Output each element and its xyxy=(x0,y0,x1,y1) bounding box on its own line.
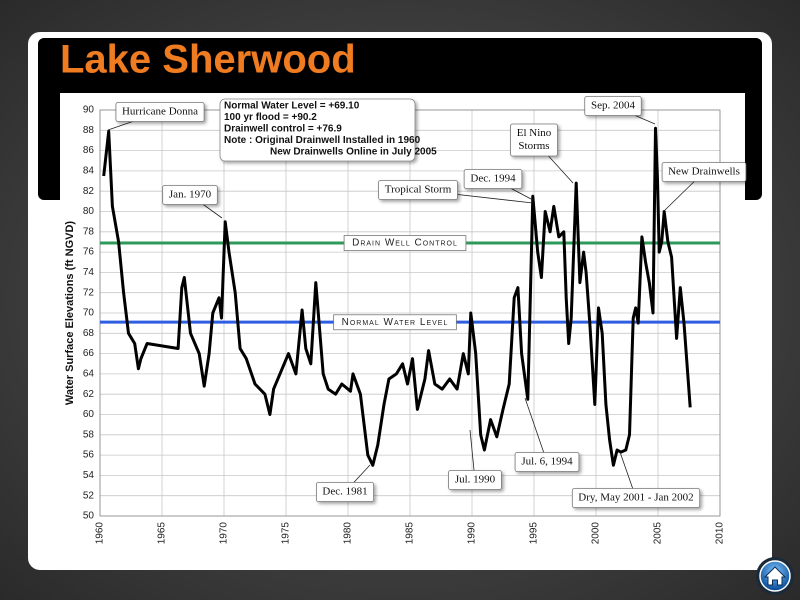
y-tick-label: 60 xyxy=(83,409,95,420)
annotation-text: Tropical Storm xyxy=(385,184,452,196)
y-tick-label: 80 xyxy=(83,206,95,217)
home-icon[interactable] xyxy=(763,566,787,586)
annotation-text: Jul. 1990 xyxy=(455,474,496,486)
reference-label: Normal Water Level xyxy=(342,317,449,328)
reference-label-box xyxy=(333,314,457,331)
annotation-box xyxy=(115,102,205,122)
y-tick-label: 50 xyxy=(83,511,95,522)
slide-title: Lake Sherwood xyxy=(60,38,356,82)
note-line: 100 yr flood = +90.2 xyxy=(224,112,317,123)
annotation-box xyxy=(378,180,458,200)
x-tick-label: 1985 xyxy=(405,522,416,545)
annotation-box xyxy=(661,162,747,182)
annotation-box xyxy=(448,470,502,490)
x-tick-label: 2010 xyxy=(715,522,726,545)
annotation-box xyxy=(162,185,218,205)
y-tick-label: 70 xyxy=(83,308,95,319)
annotation: Jan. 1970 xyxy=(162,185,223,219)
annotation: Jul. 6, 1994 xyxy=(514,397,580,472)
annotation: New Drainwells xyxy=(661,162,747,211)
annotation: Tropical Storm xyxy=(378,180,534,204)
y-tick-label: 72 xyxy=(83,287,95,298)
home-button[interactable] xyxy=(756,557,794,595)
y-tick-label: 84 xyxy=(83,166,95,177)
x-tick-label: 1960 xyxy=(95,522,106,545)
annotation: Dec. 1994 xyxy=(463,169,534,201)
y-tick-label: 68 xyxy=(83,328,95,339)
reference-label-box xyxy=(343,235,467,252)
annotation-text: Dry, May 2001 - Jan 2002 xyxy=(578,492,693,504)
x-tick-label: 1990 xyxy=(467,522,478,545)
annotation-text: Dec. 1981 xyxy=(322,486,367,498)
y-tick-label: 90 xyxy=(83,105,95,116)
annotation-text: El Nino xyxy=(517,127,552,139)
y-tick-label: 74 xyxy=(83,267,95,278)
y-tick-label: 78 xyxy=(83,226,95,237)
y-tick-label: 58 xyxy=(83,429,95,440)
annotation: Sep. 2004 xyxy=(584,96,656,125)
annotation-text: Dec. 1994 xyxy=(470,173,516,185)
y-tick-label: 82 xyxy=(83,186,95,197)
x-tick-label: 1995 xyxy=(529,522,540,545)
annotation-text: Hurricane Donna xyxy=(122,106,198,118)
y-tick-label: 56 xyxy=(83,450,95,461)
y-tick-label: 88 xyxy=(83,125,95,136)
annotation-box xyxy=(510,123,558,157)
y-tick-label: 64 xyxy=(83,369,95,380)
water-level-line xyxy=(102,126,692,467)
annotation: Hurricane Donna xyxy=(107,102,205,131)
annotation-text: Sep. 2004 xyxy=(591,100,636,112)
reference-label: Drain Well Control xyxy=(352,238,458,249)
x-tick-label: 1980 xyxy=(343,522,354,545)
y-tick-label: 62 xyxy=(83,389,95,400)
annotation: Jul. 1990 xyxy=(448,429,502,490)
x-tick-label: 1975 xyxy=(281,522,292,545)
plot: 50 52 54 56 58 60 62 64 66 68 70 72 74 76 78 80 82 84 86 88… xyxy=(83,96,747,545)
x-tick-label: 2000 xyxy=(591,522,602,545)
annotation-text: Jul. 6, 1994 xyxy=(521,456,573,468)
x-tick-label: 1965 xyxy=(157,522,168,545)
annotation: Dry, May 2001 - Jan 2002 xyxy=(571,451,701,508)
annotation-text: New Drainwells xyxy=(668,166,740,178)
y-tick-label: 76 xyxy=(83,247,95,258)
x-tick-label: 2005 xyxy=(653,522,664,545)
y-tick-label: 66 xyxy=(83,348,95,359)
note-line: Note : Original Drainwell Installed in 1… xyxy=(224,135,421,146)
annotation: Dec. 1981 xyxy=(315,464,375,502)
annotation-box xyxy=(584,96,642,116)
y-tick-label: 86 xyxy=(83,145,95,156)
annotation-box xyxy=(571,488,701,508)
note-line: New Drainwells Online in July 2005 xyxy=(270,147,437,158)
note-line: Normal Water Level = +69.10 xyxy=(224,101,360,112)
y-axis-title: Water Surface Elevations (ft NGVD) xyxy=(64,221,76,406)
annotation-text: Storms xyxy=(518,140,549,152)
annotation-text: Jan. 1970 xyxy=(169,189,212,201)
y-tick-label: 52 xyxy=(83,490,95,501)
annotation-leader xyxy=(524,397,548,463)
annotation-box xyxy=(315,482,375,502)
y-tick-label: 54 xyxy=(83,470,95,481)
x-tick-label: 1970 xyxy=(219,522,230,545)
annotation-box xyxy=(514,452,580,472)
annotation-box xyxy=(463,169,523,189)
note-line: Drainwell control = +76.9 xyxy=(224,124,342,135)
note-frame xyxy=(219,98,416,162)
